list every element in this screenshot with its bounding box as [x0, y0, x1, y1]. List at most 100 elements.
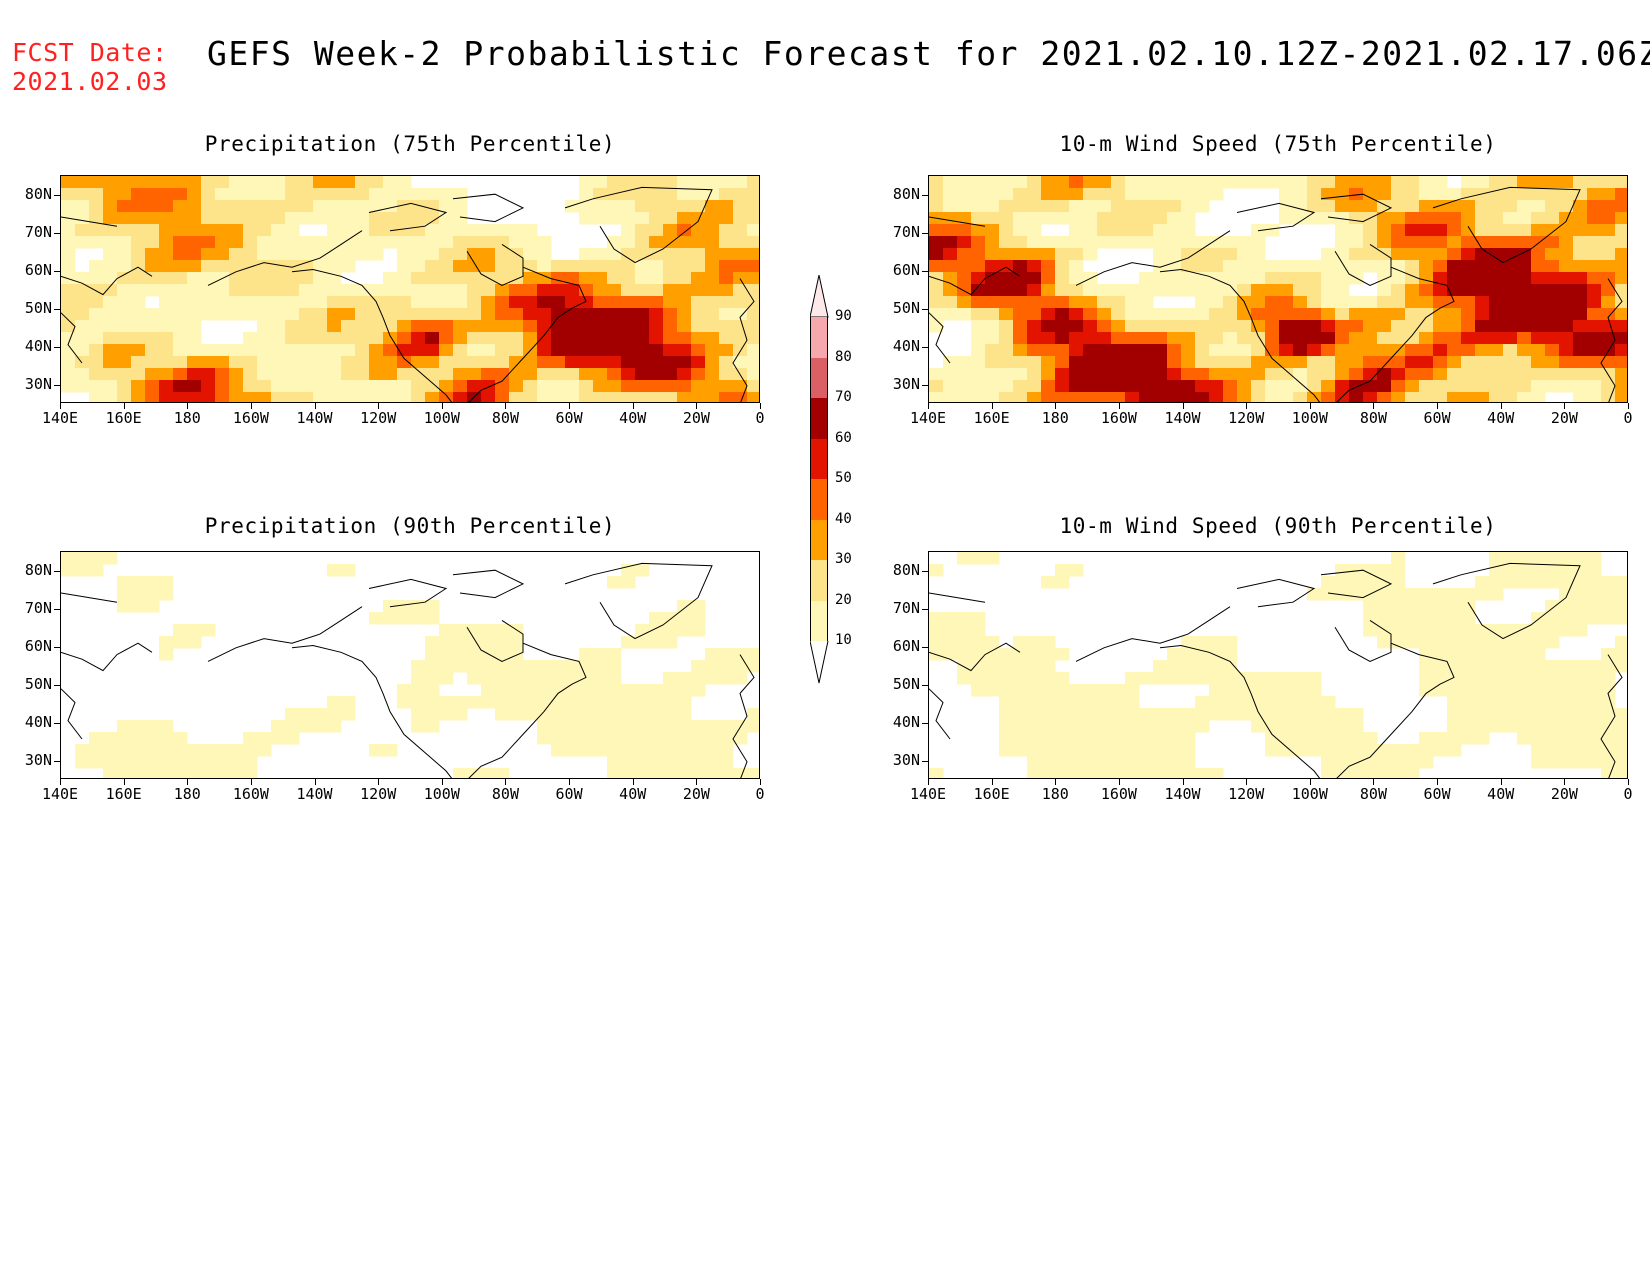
- shade-cell: [1293, 272, 1308, 285]
- shade-cell: [243, 744, 258, 757]
- shade-cell: [985, 356, 1000, 369]
- shade-cell: [1251, 332, 1266, 345]
- lat-label: 40N: [24, 337, 52, 355]
- shade-cell: [285, 356, 300, 369]
- shade-cell: [677, 272, 692, 285]
- colorbar-label: 30: [835, 551, 852, 567]
- shade-cell: [1405, 212, 1420, 225]
- shade-cell: [985, 684, 1000, 697]
- shade-cell: [677, 356, 692, 369]
- shade-cell: [523, 224, 538, 237]
- shade-cell: [509, 636, 524, 649]
- shade-cell: [383, 296, 398, 309]
- shade-cell: [243, 732, 258, 745]
- shade-cell: [313, 380, 328, 393]
- shade-cell: [1083, 684, 1098, 697]
- shade-cell: [439, 356, 454, 369]
- shade-cell: [663, 368, 678, 381]
- shade-cell: [1209, 260, 1224, 273]
- shade-cell: [117, 332, 132, 345]
- lon-label: 120W: [1228, 785, 1265, 803]
- shade-cell: [649, 612, 664, 625]
- shade-cell: [467, 296, 482, 309]
- shade-cell: [1447, 672, 1462, 685]
- shade-cell: [985, 660, 1000, 673]
- shade-cell: [985, 344, 1000, 357]
- shade-cell: [1489, 380, 1504, 393]
- shade-cell: [117, 224, 132, 237]
- shade-cell: [1391, 612, 1406, 625]
- shade-cell: [607, 660, 622, 673]
- map-wind-75: [928, 175, 1628, 403]
- shade-cell: [663, 212, 678, 225]
- shade-cell: [1335, 588, 1350, 601]
- shade-cell: [999, 648, 1014, 661]
- shade-cell: [285, 380, 300, 393]
- shade-cell: [1475, 320, 1490, 333]
- shade-cell: [649, 756, 664, 769]
- shade-cell: [1433, 392, 1448, 402]
- shade-cell: [1391, 332, 1406, 345]
- shade-cell: [117, 392, 132, 402]
- shade-cell: [1167, 224, 1182, 237]
- shade-cell: [439, 212, 454, 225]
- shade-cell: [89, 332, 104, 345]
- shade-cell: [1559, 272, 1574, 285]
- shade-cell: [131, 320, 146, 333]
- shade-cell: [1587, 296, 1602, 309]
- shade-cell: [215, 200, 230, 213]
- map-precip-90: [60, 551, 760, 779]
- lon-label: 180: [1041, 785, 1069, 803]
- shade-cell: [1587, 552, 1602, 565]
- shade-cell: [1433, 284, 1448, 297]
- shade-cell: [1573, 552, 1588, 565]
- shade-cell: [579, 212, 594, 225]
- shade-cell: [1027, 744, 1042, 757]
- shade-cell: [117, 344, 132, 357]
- shade-cell: [439, 320, 454, 333]
- shade-cell: [159, 768, 174, 778]
- shade-cell: [1111, 684, 1126, 697]
- shade-cell: [187, 200, 202, 213]
- shade-cell: [1615, 588, 1627, 601]
- shade-cell: [957, 272, 972, 285]
- shade-cell: [999, 356, 1014, 369]
- shade-cell: [1083, 248, 1098, 261]
- shade-cell: [663, 284, 678, 297]
- shade-cell: [1139, 236, 1154, 249]
- shade-cell: [663, 624, 678, 637]
- shade-cell: [537, 320, 552, 333]
- shade-cell: [1489, 212, 1504, 225]
- shade-cell: [1307, 308, 1322, 321]
- lat-tick: [54, 647, 60, 648]
- shade-cell: [1069, 564, 1084, 577]
- shade-cell: [495, 224, 510, 237]
- lat-tick: [54, 385, 60, 386]
- shade-cell: [1377, 224, 1392, 237]
- shade-cell: [1461, 672, 1476, 685]
- shade-cell: [145, 720, 160, 733]
- shade-cell: [957, 236, 972, 249]
- lat-label: 60N: [892, 637, 920, 655]
- shade-cell: [187, 392, 202, 402]
- shade-cell: [1363, 332, 1378, 345]
- shade-cell: [187, 248, 202, 261]
- lon-label: 80W: [1359, 409, 1387, 427]
- shade-cell: [621, 684, 636, 697]
- shade-cell: [467, 368, 482, 381]
- shade-cell: [369, 744, 384, 757]
- shade-cell: [1377, 212, 1392, 225]
- shade-cell: [999, 368, 1014, 381]
- shade-cell: [1587, 660, 1602, 673]
- shade-cell: [1111, 308, 1126, 321]
- shade-cell: [1069, 284, 1084, 297]
- shade-cell: [1111, 236, 1126, 249]
- shade-cell: [1195, 696, 1210, 709]
- shade-cell: [1209, 356, 1224, 369]
- lon-tick: [378, 779, 380, 785]
- shade-cell: [1013, 356, 1028, 369]
- shade-cell: [1461, 392, 1476, 402]
- shade-cell: [565, 684, 580, 697]
- shade-cell: [733, 392, 748, 402]
- shade-cell: [1083, 296, 1098, 309]
